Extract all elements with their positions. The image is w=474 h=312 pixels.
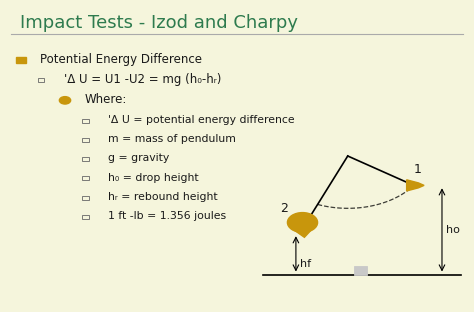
Bar: [82, 138, 89, 142]
Bar: [17, 57, 26, 63]
Bar: [82, 119, 89, 123]
Bar: [354, 266, 367, 275]
Text: h₀ = drop height: h₀ = drop height: [109, 173, 199, 183]
Text: hf: hf: [300, 260, 311, 270]
Circle shape: [59, 97, 71, 104]
Polygon shape: [293, 229, 312, 237]
Text: m = mass of pendulum: m = mass of pendulum: [109, 134, 236, 144]
Text: ho: ho: [446, 225, 460, 235]
Text: g = gravity: g = gravity: [109, 154, 170, 163]
Text: Impact Tests - Izod and Charpy: Impact Tests - Izod and Charpy: [20, 14, 298, 32]
Bar: [82, 157, 89, 161]
Text: 1: 1: [413, 163, 421, 176]
Text: 1 ft -lb = 1.356 joules: 1 ft -lb = 1.356 joules: [109, 211, 227, 221]
Bar: [82, 196, 89, 200]
Polygon shape: [407, 180, 424, 191]
Text: 'Δ U = U1 -U2 = mg (h₀-hᵣ): 'Δ U = U1 -U2 = mg (h₀-hᵣ): [64, 73, 221, 86]
Bar: [82, 176, 89, 180]
Text: Where:: Where:: [85, 93, 127, 106]
Bar: [38, 78, 44, 82]
Bar: [82, 215, 89, 219]
Text: Potential Energy Difference: Potential Energy Difference: [40, 53, 202, 66]
Text: 2: 2: [280, 202, 288, 215]
Text: hᵣ = rebound height: hᵣ = rebound height: [109, 192, 218, 202]
Text: 'Δ U = potential energy difference: 'Δ U = potential energy difference: [109, 115, 295, 125]
Circle shape: [287, 212, 318, 232]
